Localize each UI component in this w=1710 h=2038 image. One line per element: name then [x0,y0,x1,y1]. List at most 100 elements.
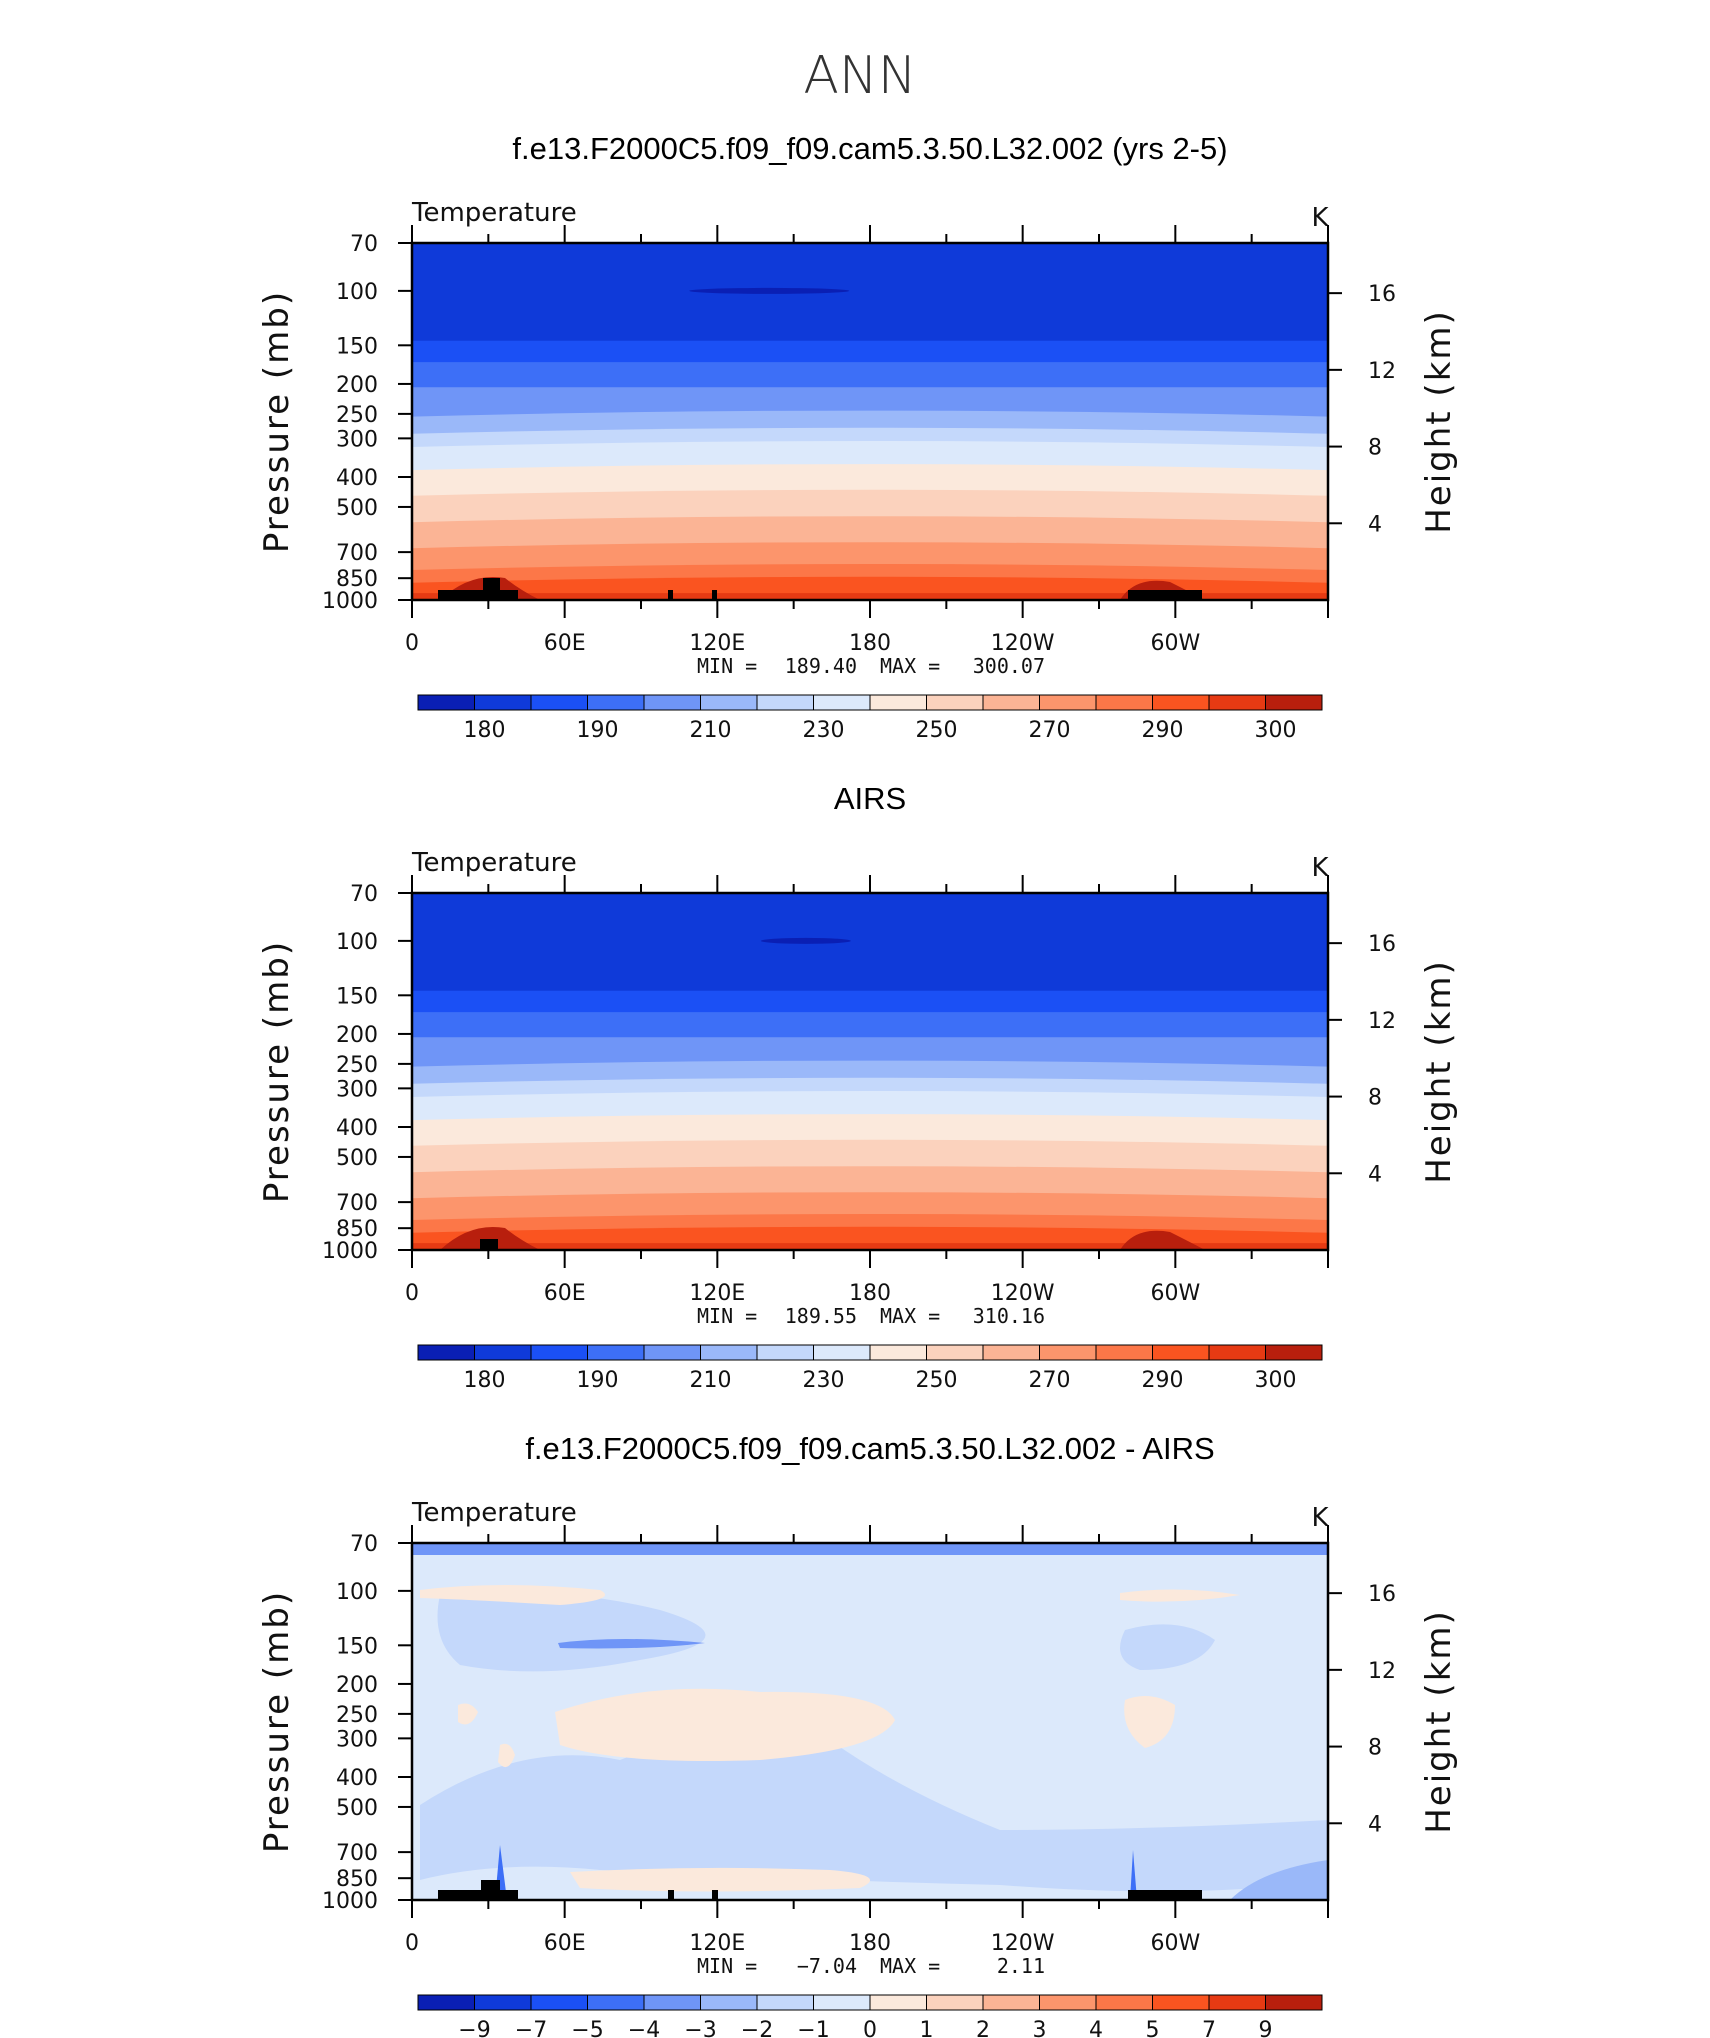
colorbar-box [530,1994,588,2011]
y-tick-label: 850 [336,567,378,592]
y-tick-label-right: 16 [1368,1582,1396,1607]
colorbar-box [1039,694,1097,711]
colorbar-box [474,1994,532,2011]
x-tick-label: 0 [405,631,419,656]
stat-max-label: MAX = [880,654,940,678]
x-tick-label: 120E [689,1931,745,1956]
colorbar-box [643,694,701,711]
colorbar-label: 190 [577,1368,619,1393]
panel-title: f.e13.F2000C5.f09_f09.cam5.3.50.L32.002 … [525,1431,1214,1466]
colorbar-box [869,694,927,711]
colorbar-box [756,1994,814,2011]
colorbar-label: 250 [916,1368,958,1393]
y-tick-label: 1000 [322,1889,378,1914]
colorbar-box [926,1344,984,1361]
y-axis-title-right: Height (km) [1419,309,1459,534]
colorbar-label: −3 [684,2018,716,2038]
x-tick-label: 60E [544,1281,586,1306]
x-tick-label: 0 [405,1281,419,1306]
y-tick-label: 70 [350,882,378,907]
colorbar-label: 180 [464,1368,506,1393]
colorbar-label: 300 [1255,1368,1297,1393]
contour-blob [1120,1230,1205,1250]
panel-1: f.e13.F2000C5.f09_f09.cam5.3.50.L32.002 … [257,131,1459,743]
y-tick-label-right: 16 [1368,932,1396,957]
colorbar-box [1208,1344,1266,1361]
colorbar-label: 3 [1033,2018,1047,2038]
colorbar-label: 180 [464,718,506,743]
land-mask [483,578,500,590]
x-tick-label: 120W [991,1281,1055,1306]
colorbar-box [530,694,588,711]
colorbar-label: 300 [1255,718,1297,743]
y-tick-label: 700 [336,541,378,566]
y-tick-label-right: 4 [1368,512,1382,537]
land-mask [712,1890,718,1900]
colorbar-box [700,1994,758,2011]
colorbar-box [1095,1344,1153,1361]
colorbar-box [813,1344,871,1361]
colorbar-box [813,694,871,711]
x-tick-label: 60E [544,1931,586,1956]
land-mask [712,590,717,600]
colorbar-box [1265,694,1323,711]
y-tick-label: 850 [336,1867,378,1892]
y-axis-title-right: Height (km) [1419,1609,1459,1834]
y-tick-label-right: 8 [1368,436,1382,461]
colorbar-box [982,1994,1040,2011]
y-tick-label-right: 12 [1368,1659,1396,1684]
colorbar-box [926,694,984,711]
y-axis-title: Pressure (mb) [257,1590,297,1853]
land-mask [1128,590,1202,600]
y-tick-label: 100 [336,930,378,955]
contour-region [1130,1850,1137,1900]
colorbar-label: 190 [577,718,619,743]
x-tick-label: 180 [849,1281,891,1306]
y-tick-label: 850 [336,1217,378,1242]
colorbar-label: 210 [690,718,732,743]
x-tick-label: 60W [1150,1281,1200,1306]
contour-region [1120,1624,1215,1670]
contour-region [570,1867,870,1892]
variable-label: Temperature [411,848,577,878]
y-tick-label: 100 [336,1580,378,1605]
stat-max-value: 300.07 [973,654,1045,678]
x-tick-label: 180 [849,1931,891,1956]
stat-min-label: MIN = [697,1304,757,1328]
colorbar-label: 270 [1029,718,1071,743]
x-tick-label: 0 [405,1931,419,1956]
colorbar-box [474,1344,532,1361]
units-label: K [1311,853,1329,883]
colorbar-label: −9 [458,2018,490,2038]
y-tick-label: 150 [336,984,378,1009]
y-tick-label-right: 8 [1368,1086,1382,1111]
panel-title: AIRS [834,781,906,816]
land-mask [668,1890,674,1900]
plot-area [412,243,1328,600]
y-tick-label: 1000 [322,1239,378,1264]
y-tick-label-right: 12 [1368,1009,1396,1034]
contour-blob [440,1226,540,1250]
land-mask [1128,1890,1202,1900]
colorbar-label: 7 [1202,2018,1216,2038]
colorbar-box [1265,1994,1323,2011]
y-tick-label: 700 [336,1191,378,1216]
y-tick-label-right: 16 [1368,282,1396,307]
contour-blob [760,937,851,944]
y-tick-label: 200 [336,1023,378,1048]
contour-region [1124,1696,1175,1748]
contour-region [420,1585,605,1605]
colorbar-label: −7 [515,2018,547,2038]
x-tick-label: 180 [849,631,891,656]
y-tick-label: 200 [336,1673,378,1698]
colorbar-box [1152,694,1210,711]
colorbar-label: 4 [1089,2018,1103,2038]
stat-min-value: −7.04 [797,1954,857,1978]
colorbar-box [1208,1994,1266,2011]
colorbar-box [1265,1344,1323,1361]
colorbar-box [1152,1344,1210,1361]
y-tick-label: 300 [336,427,378,452]
colorbar-box [417,1344,475,1361]
y-tick-label: 250 [336,1053,378,1078]
